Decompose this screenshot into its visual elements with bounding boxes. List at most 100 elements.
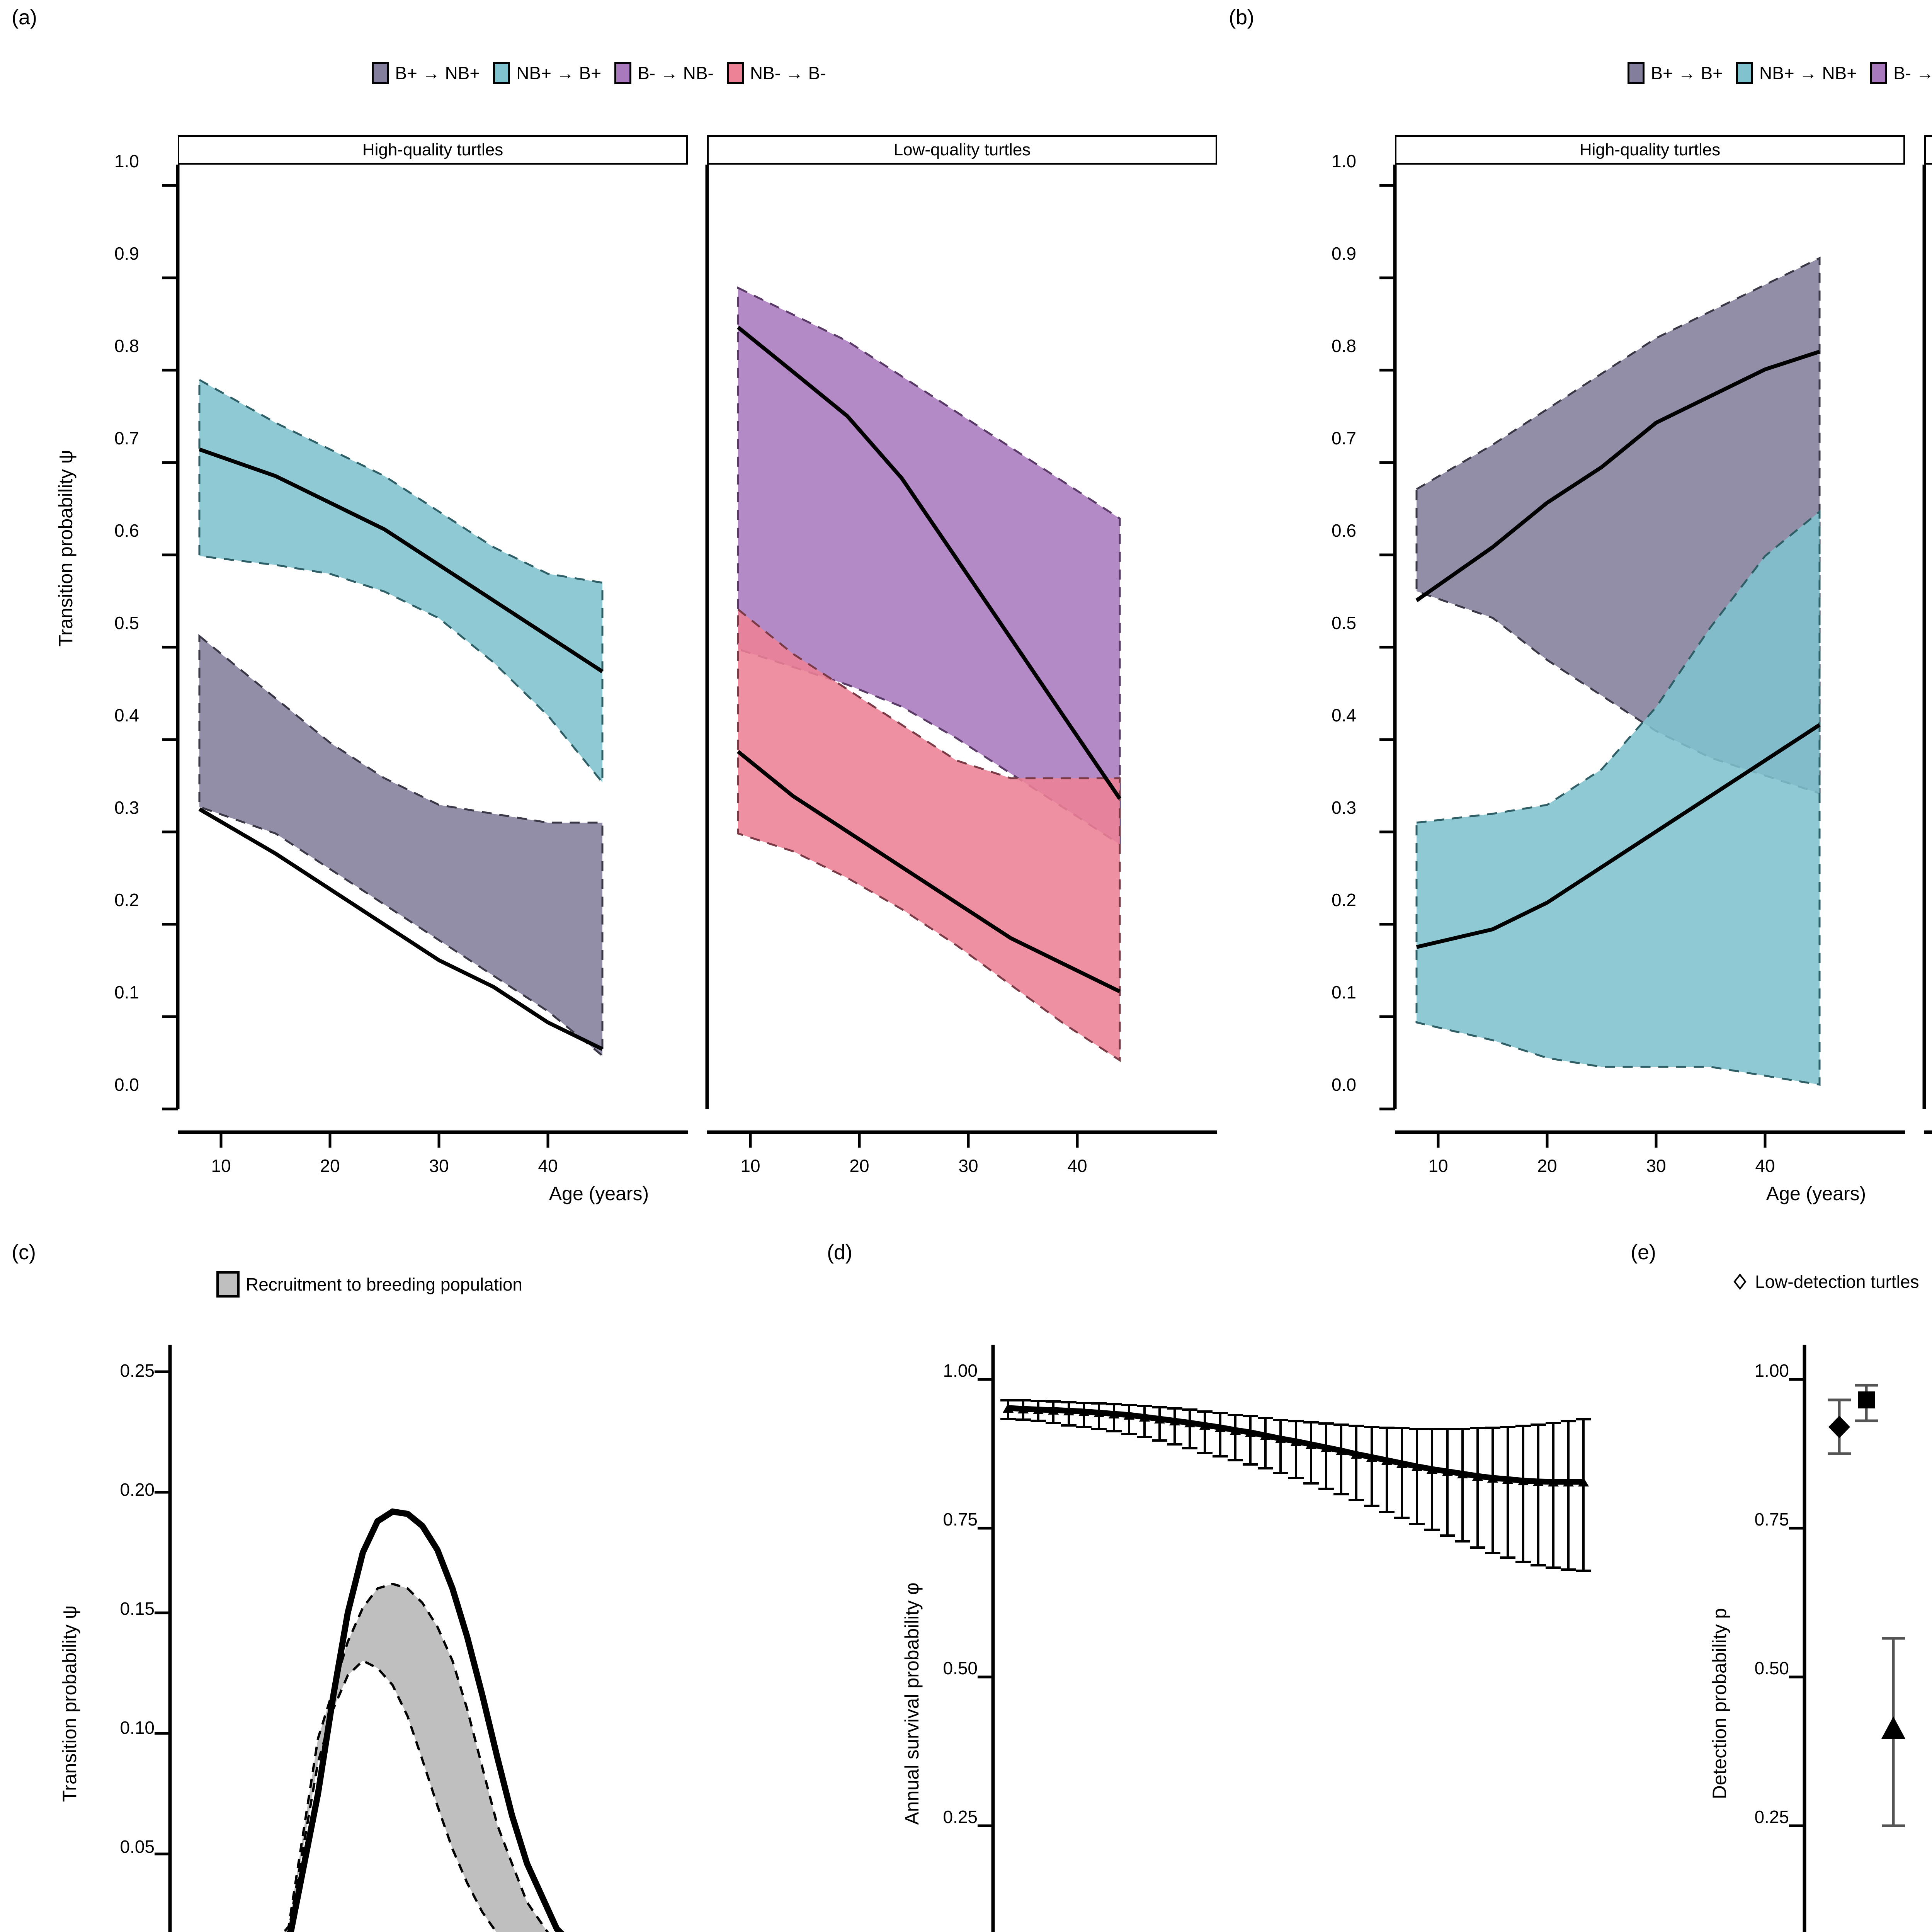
panel-d-plot [978,1345,1591,1932]
legend-label: B- → B- [1893,63,1932,83]
panel-b-plot [1379,165,1932,1148]
panel-a-plot [162,165,1217,1148]
legend-label: NB+ → NB+ [1759,63,1857,83]
legend-item[interactable]: NB+ → NB+ [1736,62,1857,84]
mean-line-nbplus-to-bplus [199,447,604,673]
y-axis-ticks [1789,1378,1804,1827]
mean-line-recruitment [287,1508,565,1932]
error-bars-survival [1000,1399,1591,1572]
y-tick-label: 0.8 [1332,336,1356,356]
point-high-detection [1858,1391,1875,1408]
y-tick-label: 1.00 [1754,1361,1789,1381]
facet-strip-high-quality: High-quality turtles [1395,135,1905,165]
legend-item[interactable]: B- → B- [1870,62,1932,84]
y-tick-label: 0.1 [1332,982,1356,1002]
y-tick-label: 0.50 [1754,1658,1789,1678]
facet-b-high [1379,165,1905,1148]
mean-line-bminus-to-nbminus [736,326,1122,800]
legend-label: B+ → NB+ [395,63,480,83]
y-tick-label: 0.0 [1332,1075,1356,1095]
panel-b: (b) B+ → B+ NB+ → NB+ B- → B- NB- → NB- … [1217,0,1932,1217]
legend-item[interactable]: Low-detection turtles [1731,1271,1919,1292]
ci-band-nbplus-to-bplus [198,378,604,786]
legend-swatch-icon [372,62,389,84]
panel-a-xlabel: Age (years) [549,1183,649,1204]
x-tick-label: 40 [1067,1156,1087,1176]
legend-swatch-icon [216,1271,240,1298]
y-tick-label: 0.50 [943,1658,978,1678]
legend-swatch-icon [1736,62,1753,84]
x-tick-label: 20 [320,1156,340,1176]
y-tick-label: 1.00 [943,1361,978,1381]
panel-c-legend: Recruitment to breeding population [216,1271,719,1298]
mean-line-bplus-to-nbplus [198,807,604,1051]
y-tick-label: 0.25 [943,1807,978,1827]
y-tick-label: 0.9 [1332,243,1356,264]
ci-band-bplus-to-nbplus [198,634,604,1058]
y-axis-ticks [978,1378,993,1827]
legend-item[interactable]: NB- → B- [726,62,826,84]
facet-strip-low-quality: Low-quality turtles [1924,135,1932,165]
panel-b-legend: B+ → B+ NB+ → NB+ B- → B- NB- → NB- [1507,62,1932,84]
y-tick-label: 0.20 [120,1480,155,1500]
panel-a: (a) B+ → NB+ NB+ → B+ B- → NB- NB- → B- … [0,0,1217,1217]
y-tick-label: 0.8 [114,336,139,356]
y-tick-label: 0.75 [943,1509,978,1529]
legend-item[interactable]: Recruitment to breeding population [216,1271,522,1298]
y-tick-label: 0.2 [114,890,139,910]
legend-item[interactable]: B+ → NB+ [372,62,480,84]
y-tick-label: 1.0 [1332,151,1356,171]
x-tick-label: 20 [1537,1156,1557,1176]
mean-line-nbminus-to-bminus [736,750,1121,993]
panel-c-plot [155,1345,565,1932]
y-tick-label: 0.75 [1754,1509,1789,1529]
y-tick-label: 0.25 [1754,1807,1789,1827]
panel-d: (d) Annual survival probability φ 0.00 0… [811,1229,1623,1932]
point-group-1974-1984 [1828,1391,1905,1739]
legend-swatch-icon [493,62,510,84]
facet-label: High-quality turtles [362,140,503,159]
legend-label: B- → NB- [638,63,714,83]
legend-swatch-icon [1628,62,1645,84]
y-tick-label: 0.6 [114,520,139,541]
y-tick-label: 0.15 [120,1599,155,1619]
y-tick-label: 0.0 [114,1075,139,1095]
panel-b-label: (b) [1229,6,1254,29]
x-tick-label: 30 [1646,1156,1666,1176]
ci-band-recruitment [282,1582,549,1932]
y-tick-label: 0.7 [1332,428,1356,448]
legend-swatch-icon [726,62,744,84]
x-axis-ticks [219,1132,549,1148]
x-tick-label: 10 [740,1156,760,1176]
y-tick-label: 0.3 [114,798,139,818]
panel-e-legend: Low-detection turtles High-detection tur… [1731,1271,1932,1292]
legend-item[interactable]: B+ → B+ [1628,62,1723,84]
y-tick-label: 0.10 [120,1718,155,1738]
facet-strip-high-quality: High-quality turtles [178,135,688,165]
diamond-icon [1733,1273,1747,1290]
facet-label: High-quality turtles [1579,140,1721,159]
legend-label: Low-detection turtles [1755,1272,1919,1292]
mean-line-nbplus-to-nbplus [1416,723,1821,949]
facet-label: Low-quality turtles [893,140,1031,159]
y-tick-label: 0.05 [120,1837,155,1857]
point-low-detection [1828,1416,1850,1438]
legend-label: NB+ → B+ [516,63,602,83]
legend-label: Recruitment to breeding population [246,1274,523,1294]
y-tick-label: 0.9 [114,243,139,264]
x-tick-label: 30 [958,1156,978,1176]
x-tick-label: 10 [211,1156,231,1176]
panel-a-legend: B+ → NB+ NB+ → B+ B- → NB- NB- → B- [270,62,927,84]
panel-a-label: (a) [12,6,37,29]
x-tick-label: 40 [538,1156,558,1176]
legend-item[interactable]: B- → NB- [614,62,714,84]
y-tick-label: 0.3 [1332,798,1356,818]
y-tick-label: 0.4 [1332,705,1356,725]
legend-swatch-icon [614,62,632,84]
mean-line-bplus-to-bplus [1415,350,1820,602]
facet-strip-low-quality: Low-quality turtles [707,135,1217,165]
legend-label: B+ → B+ [1651,63,1723,83]
panel-e-label: (e) [1631,1241,1656,1264]
legend-item[interactable]: NB+ → B+ [493,62,601,84]
legend-swatch-icon [1870,62,1888,84]
